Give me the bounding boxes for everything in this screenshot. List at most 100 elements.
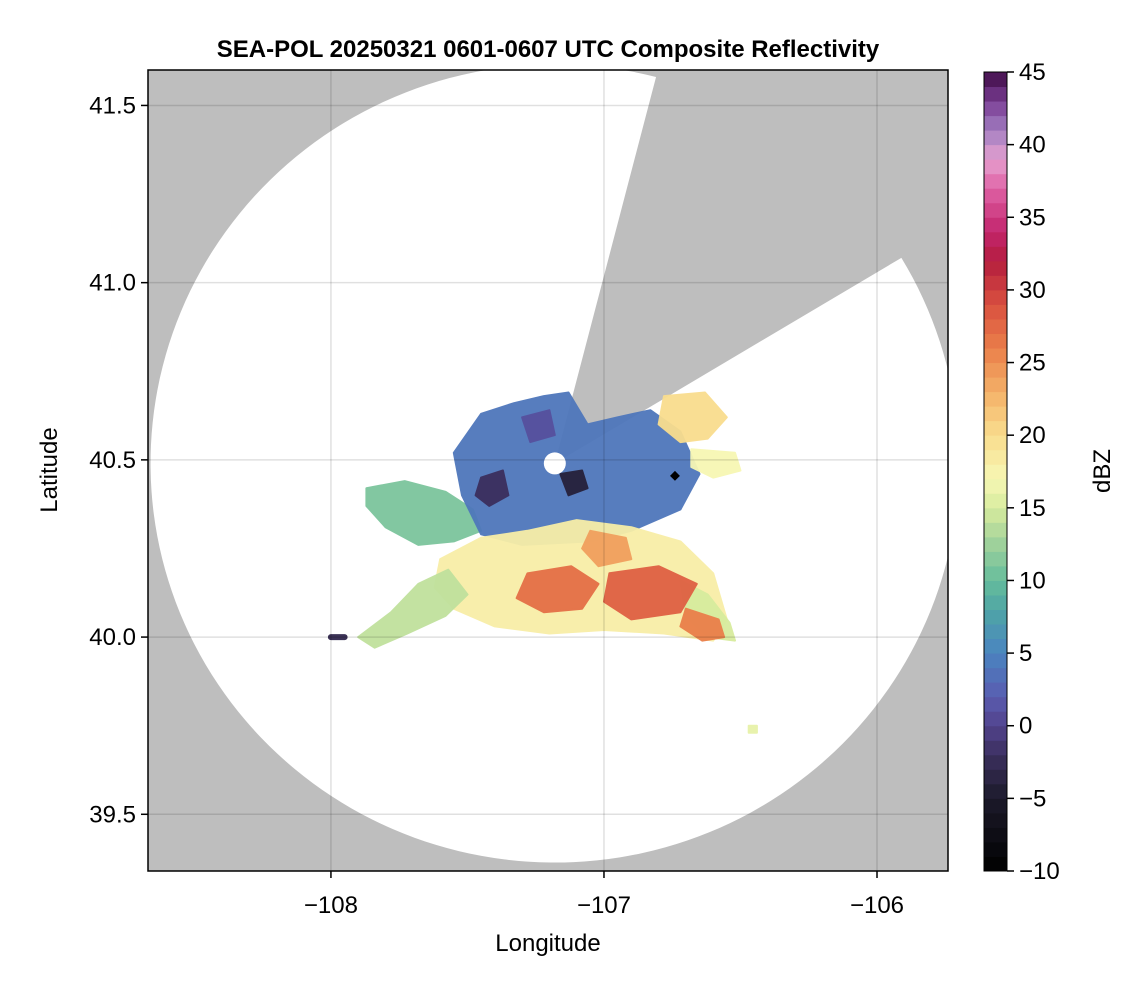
colorbar-bin [984,144,1007,160]
colorbar-bin [984,333,1007,349]
colorbar-bin [984,115,1007,131]
colorbar-tick-label-5: 15 [1019,495,1046,522]
colorbar-bin [984,231,1007,247]
colorbar-bin [984,609,1007,625]
colorbar-bin [984,420,1007,436]
reflectivity-echoes [327,391,758,734]
colorbar-bin [984,260,1007,276]
colorbar-tick-label-9: 35 [1019,204,1046,231]
colorbar-bin [984,507,1007,523]
echo-region-southwest-arm [357,568,469,649]
colorbar-bin [984,464,1007,480]
echo-region-weak-core-north [474,469,510,507]
colorbar-bin [984,594,1007,611]
y-tick-label-0: 39.5 [89,801,136,828]
colorbar-bin [984,653,1007,669]
colorbar-bin [984,565,1007,581]
colorbar-tick-label-8: 30 [1019,277,1046,304]
chart-title: SEA-POL 20250321 0601-0607 UTC Composite… [217,36,880,63]
y-tick-label-4: 41.5 [89,92,136,119]
colorbar-bin [984,856,1007,872]
radar-cone-of-silence [543,452,566,475]
y-tick-label-2: 40.5 [89,447,136,474]
colorbar-bin [984,711,1007,727]
colorbar-bin [984,812,1007,828]
echo-region-weak-core-center [559,469,589,497]
y-axis-ticks: 39.5 40.0 40.5 41.0 41.5 [89,92,148,828]
colorbar-tick-label-0: −10 [1019,858,1060,885]
echo-region-core-c [581,529,633,568]
colorbar-bin [984,159,1007,175]
y-axis-label: Latitude [36,427,63,512]
colorbar-bin [984,551,1007,567]
colorbar-bin [984,580,1007,596]
colorbar-bin [984,493,1007,509]
colorbar-bin [984,682,1007,698]
colorbar-bin [984,769,1007,785]
colorbar-bin [984,478,1007,494]
colorbar-tick-label-7: 25 [1019,350,1046,377]
colorbar-bin [984,86,1007,102]
colorbar-tick-label-10: 40 [1019,132,1046,159]
echo-region-core-d [679,607,726,642]
x-axis-label: Longitude [495,930,600,957]
echo-region-core-b [603,565,698,621]
colorbar-bin [984,754,1007,770]
colorbar-bin [984,101,1007,117]
colorbar-bin [984,202,1007,218]
colorbar-bin [984,217,1007,233]
colorbar-bin [984,783,1007,799]
plot-area [148,70,948,871]
colorbar-bin [984,449,1007,465]
colorbar-tick-label-11: 45 [1019,59,1046,86]
colorbar-tick-label-3: 5 [1019,640,1032,667]
colorbar-bin [984,188,1007,204]
colorbar-bin [984,696,1007,712]
colorbar-bin [984,275,1007,291]
colorbar-bin [984,406,1007,422]
colorbar-bin [984,827,1007,843]
colorbar-bin [984,522,1007,538]
x-tick-label-2: −106 [850,892,904,919]
colorbar-bin [984,435,1007,451]
echo-region-east-cell [690,448,742,479]
echo-region-isolated-pixel [747,724,758,734]
colorbar-tick-label-1: −5 [1019,785,1046,812]
colorbar-label: dBZ [1089,449,1116,493]
colorbar-bin [984,841,1007,857]
x-tick-label-0: −108 [304,892,358,919]
colorbar-bin [984,638,1007,654]
colorbar-bin [984,246,1007,262]
echo-region-core-a [515,565,600,614]
x-tick-label-1: −107 [577,892,631,919]
y-tick-label-3: 41.0 [89,270,136,297]
colorbar-bin [984,289,1007,305]
colorbar-bin [984,348,1007,364]
colorbar-bin [984,740,1007,756]
colorbar: −10 −5 0 5 10 15 20 25 30 35 40 45 dBZ [983,59,1116,885]
colorbar-frame [983,71,1008,872]
radar-site-marker [670,470,680,481]
colorbar-tick-label-2: 0 [1019,713,1032,740]
colorbar-bin [984,318,1007,334]
x-axis-ticks: −108 −107 −106 [304,871,904,919]
echo-region-northeast-cell [657,391,728,444]
colorbar-bin [984,304,1007,320]
colorbar-bin [984,72,1007,88]
colorbar-bins [984,72,1007,872]
echo-region-weak-streak-north [521,409,556,444]
y-tick-label-1: 40.0 [89,624,136,651]
colorbar-bin [984,536,1007,552]
colorbar-tick-label-4: 10 [1019,567,1046,594]
colorbar-bin [984,624,1007,640]
colorbar-bin [984,377,1007,393]
colorbar-bin [984,362,1007,378]
colorbar-bin [984,391,1007,407]
grid-lines [148,70,948,871]
echo-region-western-arm [365,480,483,546]
colorbar-bin [984,725,1007,741]
plot-frame [147,69,949,872]
colorbar-bin [984,667,1007,683]
colorbar-bin [984,130,1007,146]
